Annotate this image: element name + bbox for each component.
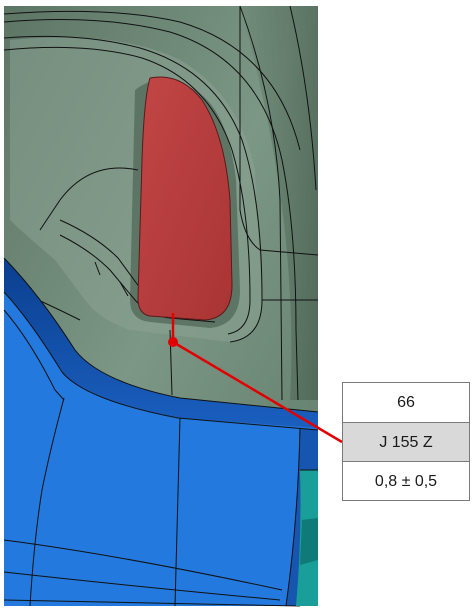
blue-edge-lines — [3, 257, 319, 607]
leader-anchor-dot[interactable] — [168, 337, 178, 347]
callout-code: J 155 Z — [343, 422, 469, 461]
callout-number: 66 — [397, 394, 415, 411]
callout-tolerance: 0,8 ± 0,5 — [343, 461, 469, 500]
highlighted-part[interactable] — [137, 76, 233, 321]
teal-accent-part — [296, 469, 318, 606]
callout-table: 66 J 155 Z 0,8 ± 0,5 — [342, 382, 470, 501]
